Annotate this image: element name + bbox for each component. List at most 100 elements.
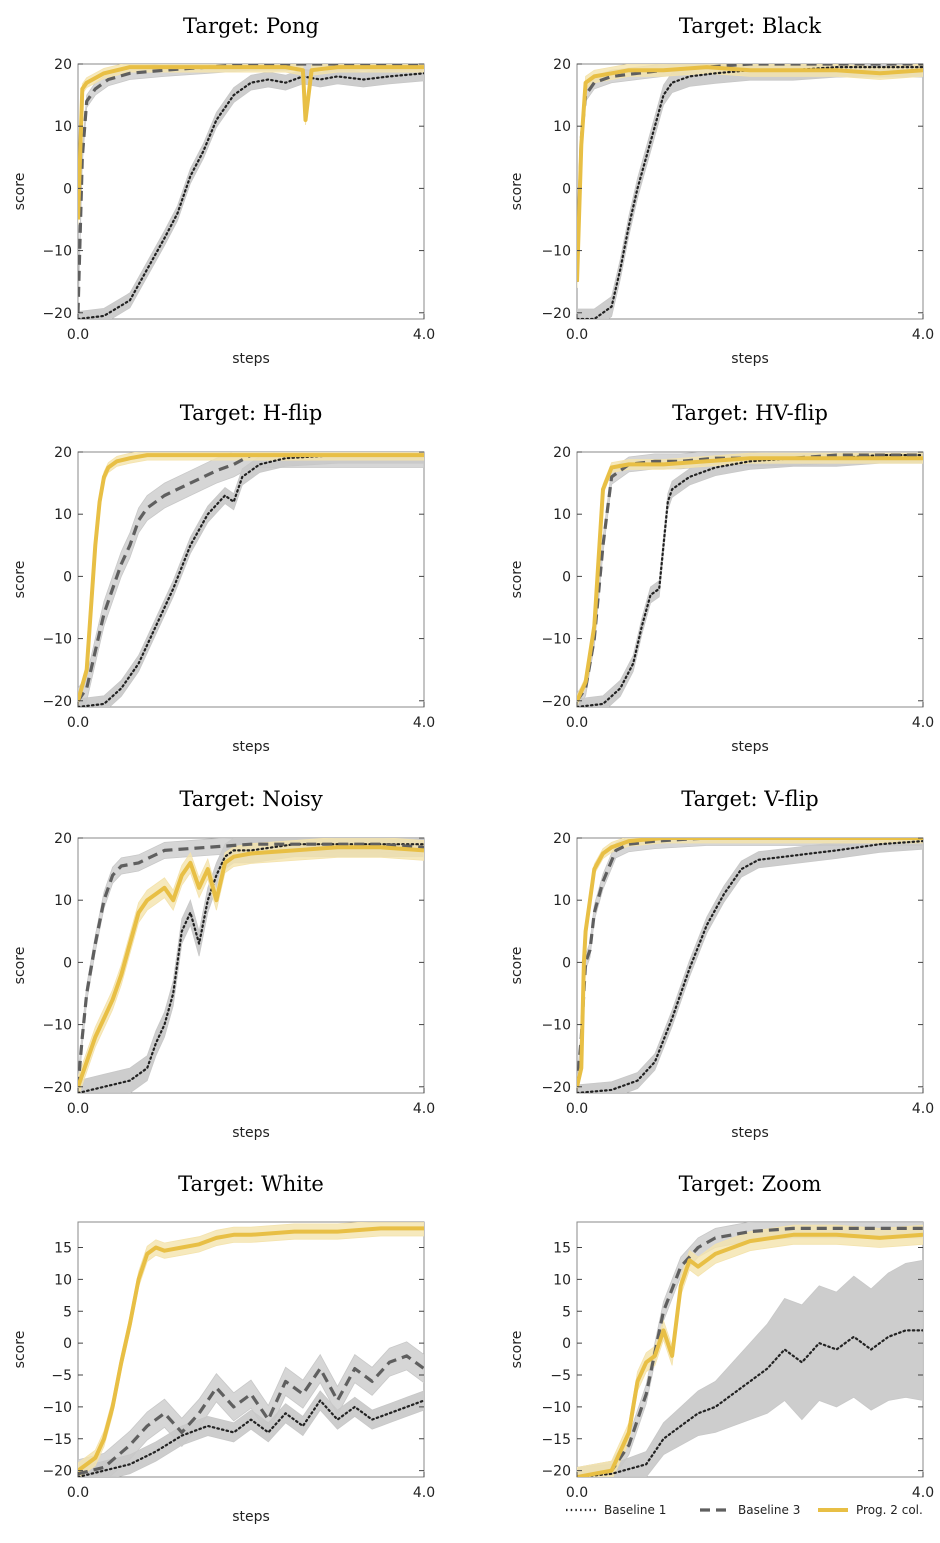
y-tick-label: 20 [553,445,571,461]
y-tick-label: −10 [541,244,571,260]
plot-area [577,64,923,319]
band-baseline1 [78,838,424,1093]
legend: Baseline 1 Baseline 3 Prog. 2 col. [566,1503,923,1517]
series-line-baseline1 [577,1329,923,1477]
x-tick-label: 0.0 [67,1101,89,1117]
series-line-prog2col [78,845,424,1088]
series-line-baseline3 [78,842,424,1087]
plot-area [577,452,923,707]
x-axis-label: steps [731,739,769,755]
legend-label-prog2col: Prog. 2 col. [856,1503,923,1517]
y-tick-label: −20 [42,694,72,710]
y-axis-label: score [509,1331,525,1369]
y-tick-label: −10 [42,632,72,648]
x-axis-label: steps [232,739,270,755]
y-axis-label: score [12,1331,28,1369]
plot-area [577,1222,923,1477]
y-tick-label: −10 [42,1018,72,1034]
chart-title: Target: H-flip [180,401,323,425]
y-tick-label: −20 [541,1080,571,1096]
y-tick-label: −20 [541,694,571,710]
chart-panel-3: Target: HV-flip −20 −10 0 10 20 0.0 4.0 steps sco… [509,401,934,755]
series-line-prog2col [577,1232,923,1477]
y-tick-label: −20 [541,1464,571,1480]
y-tick-label: −15 [42,1432,72,1448]
y-tick-label: −5 [51,1368,72,1384]
band-prog2col [78,838,424,1093]
y-tick-label: 0 [562,1336,571,1352]
y-tick-label: 10 [54,119,72,135]
chart-panel-7: Target: Zoom −20 −15 −10 −5 0 5 10 15 0.0 4.0 score [509,1172,934,1501]
series-line-baseline1 [78,72,424,319]
y-tick-label: 15 [54,1241,72,1257]
chart-panel-2: Target: H-flip −20 −10 0 10 20 0.0 4.0 steps scor… [12,401,435,755]
y-tick-label: 5 [562,1304,571,1320]
series-line-baseline3 [577,1226,923,1477]
y-tick-label: 0 [63,1336,72,1352]
y-tick-label: −20 [42,1080,72,1096]
y-tick-label: −10 [541,1018,571,1034]
x-axis-label: steps [232,351,270,367]
y-tick-label: 0 [562,181,571,197]
band-prog2col [577,64,923,288]
y-tick-label: 10 [54,893,72,909]
y-tick-label: −10 [541,632,571,648]
series-line-prog2col [577,65,923,282]
x-tick-label: 4.0 [912,327,934,343]
y-tick-label: 20 [54,831,72,847]
x-tick-label: 4.0 [413,327,435,343]
x-axis-label: steps [731,1125,769,1141]
series-line-baseline3 [577,838,923,1087]
series-line-prog2col [577,456,923,702]
y-tick-label: 15 [553,1241,571,1257]
x-tick-label: 0.0 [566,1485,588,1501]
y-tick-label: −20 [42,1464,72,1480]
band-baseline1 [78,65,424,319]
y-tick-label: 10 [553,119,571,135]
series-line-baseline3 [78,1354,424,1476]
y-tick-label: 10 [54,1272,72,1288]
series-line-baseline3 [577,64,923,282]
series-line-prog2col [78,65,424,220]
band-baseline1 [577,64,923,319]
y-tick-label: 20 [54,445,72,461]
plot-area [78,838,424,1093]
chart-title: Target: Pong [183,14,319,38]
chart-panel-0: Target: Pong −20 −10 0 10 20 0.0 4.0 steps score [12,14,435,367]
x-tick-label: 4.0 [912,715,934,731]
y-tick-label: 0 [63,569,72,585]
y-axis-label: score [509,947,525,985]
y-tick-label: −15 [541,1432,571,1448]
plot-frame [77,837,425,1094]
y-axis-label: score [509,561,525,599]
y-tick-label: 10 [553,507,571,523]
x-tick-label: 0.0 [67,715,89,731]
legend-label-baseline1: Baseline 1 [604,1503,666,1517]
x-tick-label: 4.0 [413,715,435,731]
chart-title: Target: Black [679,14,821,38]
plot-frame [77,63,425,320]
chart-panel-1: Target: Black −20 −10 0 10 20 0.0 4.0 steps score [509,14,934,367]
chart-panel-5: Target: V-flip −20 −10 0 10 20 0.0 4.0 steps scor… [509,787,934,1141]
series-line-prog2col [78,453,424,702]
band-baseline1 [577,838,923,1093]
series-line-baseline1 [577,839,923,1093]
x-tick-label: 4.0 [413,1101,435,1117]
y-tick-label: 0 [63,955,72,971]
series-line-prog2col [577,838,923,1088]
plot-frame [576,63,924,320]
x-tick-label: 0.0 [566,1101,588,1117]
plot-frame [576,837,924,1094]
band-baseline1 [577,1259,923,1477]
plot-area [78,64,424,319]
y-axis-label: score [12,947,28,985]
x-tick-label: 4.0 [413,1485,435,1501]
x-axis-label: steps [731,351,769,367]
series-line-baseline3 [78,64,424,313]
y-tick-label: −20 [541,306,571,322]
x-axis-label: steps [232,1509,270,1525]
y-tick-label: 20 [553,831,571,847]
chart-title: Target: HV-flip [672,401,828,425]
y-tick-label: 20 [54,57,72,73]
